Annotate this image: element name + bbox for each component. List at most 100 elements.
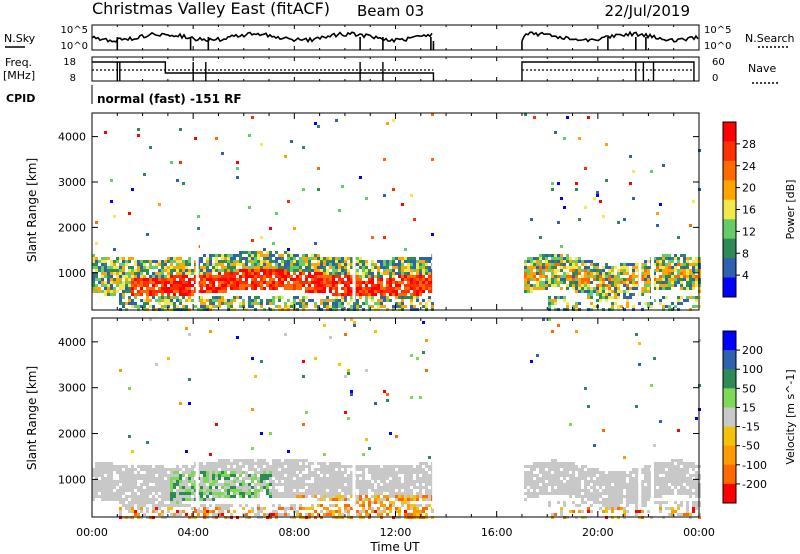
heatmap-cell [254,284,257,287]
heatmap-cell [131,495,134,498]
heatmap-cell [629,275,632,278]
heatmap-cell [164,483,167,486]
heatmap-cell [692,507,695,510]
heatmap-cell [374,290,377,293]
heatmap-cell [338,510,341,513]
heatmap-cell [143,284,146,287]
heatmap-cell [548,269,551,272]
heatmap-cell [239,305,242,308]
heatmap-cell [236,284,239,287]
heatmap-cell [344,284,347,287]
heatmap-cell [623,477,626,480]
heatmap-cell [242,486,245,489]
heatmap-cell [311,492,314,495]
heatmap-cell [224,290,227,293]
heatmap-cell [302,465,305,468]
heatmap-cell [185,486,188,489]
heatmap-cell [389,474,392,477]
heatmap-cell [560,287,563,290]
data-gap [352,449,356,510]
heatmap-cell [158,302,161,305]
heatmap-cell [617,489,620,492]
heatmap-cell [224,299,227,302]
heatmap-cell [134,272,137,275]
heatmap-cell [611,510,614,513]
nsearch-label: N.Search [745,32,795,45]
heatmap-cell [245,492,248,495]
heatmap-cell [251,299,254,302]
heatmap-cell [674,480,677,483]
heatmap-cell [668,278,671,281]
heatmap-cell [605,474,608,477]
heatmap-cell [653,471,656,474]
heatmap-cell [692,269,695,272]
heatmap-cell [230,260,233,263]
velocity-heatmap [92,318,701,519]
heatmap-cell [662,296,665,299]
heatmap-cell [686,507,689,510]
heatmap-cell [356,275,359,278]
heatmap-cell [599,275,602,278]
heatmap-cell [392,269,395,272]
heatmap-cell [110,293,113,296]
heatmap-cell [560,471,563,474]
heatmap-cell [578,302,581,305]
heatmap-cell [176,483,179,486]
heatmap-cell [410,305,413,308]
heatmap-cell [161,474,164,477]
heatmap-cell [326,260,329,263]
heatmap-cell [422,351,425,354]
heatmap-cell [344,266,347,269]
heatmap-cell [377,495,380,498]
heatmap-cell [92,474,95,477]
heatmap-cell [674,501,677,504]
heatmap-cell [581,465,584,468]
heatmap-cell [572,492,575,495]
heatmap-cell [128,290,131,293]
heatmap-cell [575,468,578,471]
heatmap-cell [287,200,290,203]
heatmap-cell [173,495,176,498]
heatmap-cell [212,510,215,513]
heatmap-cell [236,462,239,465]
heatmap-cell [215,299,218,302]
heatmap-cell [527,290,530,293]
heatmap-cell [122,293,125,296]
heatmap-cell [368,290,371,293]
heatmap-cell [533,486,536,489]
heatmap-cell [344,480,347,483]
heatmap-cell [194,498,197,501]
heatmap-cell [194,471,197,474]
heatmap-cell [401,492,404,495]
heatmap-cell [224,272,227,275]
heatmap-cell [614,495,617,498]
heatmap-cell [632,477,635,480]
heatmap-cell [692,501,695,504]
heatmap-cell [689,224,692,227]
heatmap-cell [686,257,689,260]
heatmap-cell [398,293,401,296]
heatmap-cell [290,284,293,287]
heatmap-cell [296,284,299,287]
heatmap-cell [350,287,353,290]
heatmap-cell [95,242,98,245]
heatmap-cell [137,290,140,293]
heatmap-cell [221,284,224,287]
heatmap-cell [410,474,413,477]
heatmap-cell [407,278,410,281]
heatmap-cell [365,293,368,296]
heatmap-cell [422,486,425,489]
heatmap-cell [563,275,566,278]
heatmap-cell [428,474,431,477]
heatmap-cell [176,498,179,501]
heatmap-cell [284,462,287,465]
heatmap-cell [368,468,371,471]
heatmap-cell [266,257,269,260]
heatmap-cell [230,263,233,266]
heatmap-cell [539,275,542,278]
heatmap-cell [296,465,299,468]
heatmap-cell [293,296,296,299]
heatmap-cell [200,278,203,281]
heatmap-cell [533,266,536,269]
heatmap-cell [317,278,320,281]
